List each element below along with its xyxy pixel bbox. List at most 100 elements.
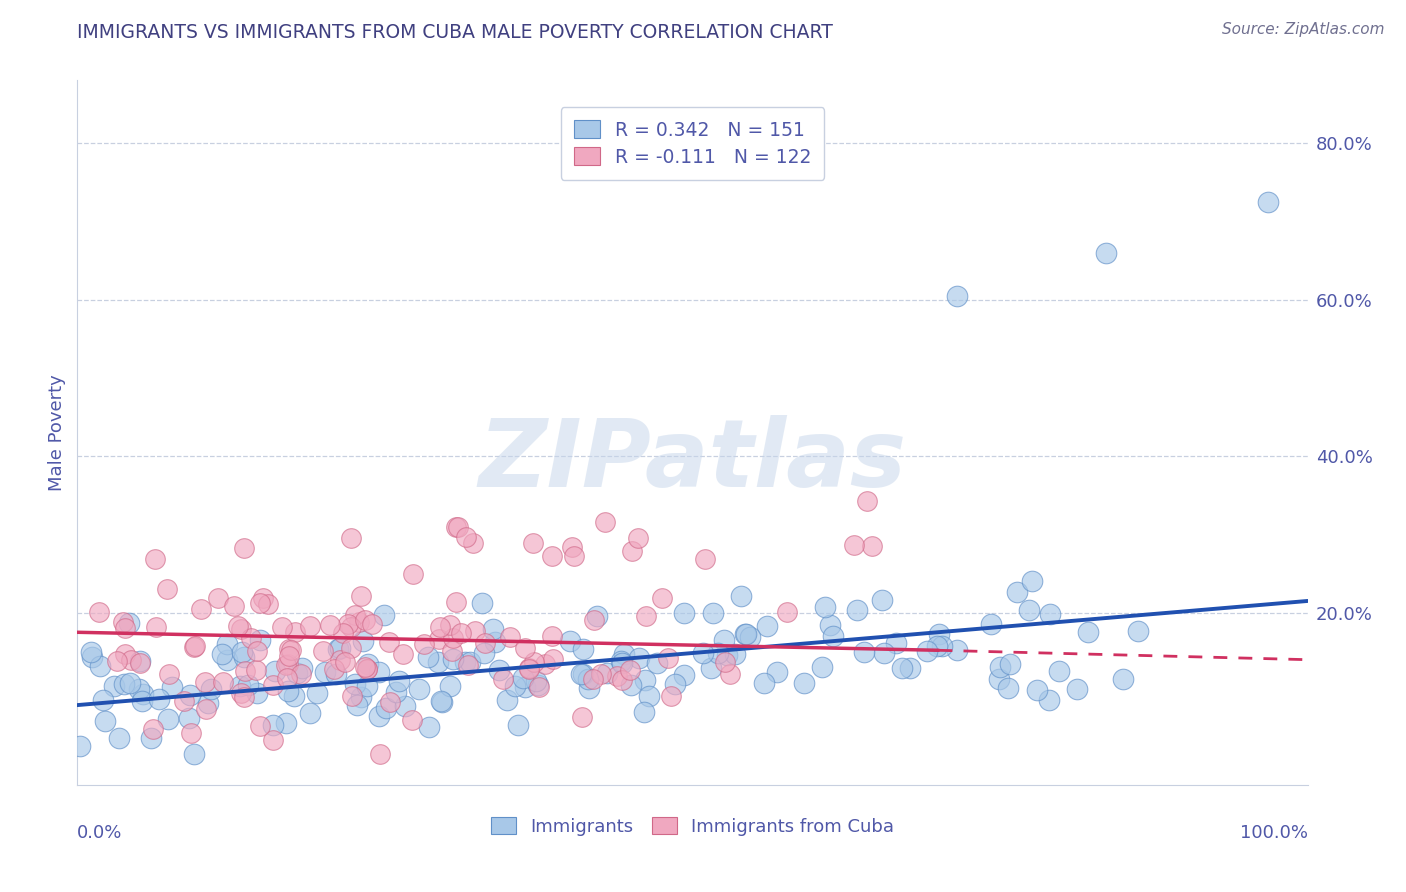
Point [277,657,299,671]
Point [454,655,477,669]
Point [1077,624,1099,639]
Point [488,663,510,677]
Point [105,654,128,668]
Point [1021,574,1043,588]
Point [852,645,875,659]
Point [657,651,679,665]
Point [738,631,761,645]
Point [177,711,200,725]
Point [517,661,540,675]
Point [578,681,600,695]
Point [112,615,135,629]
Point [356,679,378,693]
Point [702,606,724,620]
Point [540,549,562,563]
Point [145,619,167,633]
Point [256,597,278,611]
Point [454,530,477,544]
Point [484,635,506,649]
Point [997,681,1019,696]
Point [114,647,136,661]
Point [246,644,269,658]
Point [1126,624,1149,639]
Point [179,688,201,702]
Point [1066,681,1088,696]
Point [872,593,894,607]
Point [460,655,482,669]
Point [998,657,1021,671]
Point [628,650,651,665]
Y-axis label: Male Poverty: Male Poverty [48,375,66,491]
Point [692,646,714,660]
Point [347,615,370,629]
Point [314,665,336,679]
Point [612,657,634,671]
Point [319,618,342,632]
Point [474,636,496,650]
Point [217,653,239,667]
Point [274,657,297,672]
Point [613,647,636,661]
Point [506,718,529,732]
Point [713,633,735,648]
Point [441,632,464,646]
Point [755,619,778,633]
Point [842,538,865,552]
Point [402,566,425,581]
Point [276,671,298,685]
Point [891,661,914,675]
Point [157,666,180,681]
Point [249,633,271,648]
Point [595,515,617,529]
Point [352,634,374,648]
Point [1039,607,1062,621]
Point [350,690,373,704]
Point [262,678,284,692]
Point [112,677,135,691]
Point [527,678,550,692]
Point [356,662,378,676]
Point [457,658,479,673]
Text: Source: ZipAtlas.com: Source: ZipAtlas.com [1222,22,1385,37]
Point [226,619,249,633]
Point [120,676,142,690]
Point [1095,245,1118,260]
Point [375,701,398,715]
Point [173,693,195,707]
Point [195,701,218,715]
Point [270,619,292,633]
Point [377,635,399,649]
Point [699,661,721,675]
Point [367,709,389,723]
Point [249,718,271,732]
Point [401,713,423,727]
Point [183,640,205,654]
Point [1257,194,1279,209]
Point [298,706,321,720]
Point [157,712,180,726]
Point [846,603,869,617]
Point [734,627,756,641]
Point [276,716,298,731]
Point [499,630,522,644]
Point [329,653,352,667]
Point [811,660,834,674]
Point [1026,683,1049,698]
Point [160,680,183,694]
Point [471,596,494,610]
Point [562,549,585,563]
Point [215,637,238,651]
Point [197,696,219,710]
Point [283,689,305,703]
Point [264,665,287,679]
Point [512,671,534,685]
Point [634,609,657,624]
Point [349,590,371,604]
Point [645,656,668,670]
Point [249,596,271,610]
Point [1047,665,1070,679]
Point [1112,673,1135,687]
Point [898,661,921,675]
Point [277,683,299,698]
Point [180,726,202,740]
